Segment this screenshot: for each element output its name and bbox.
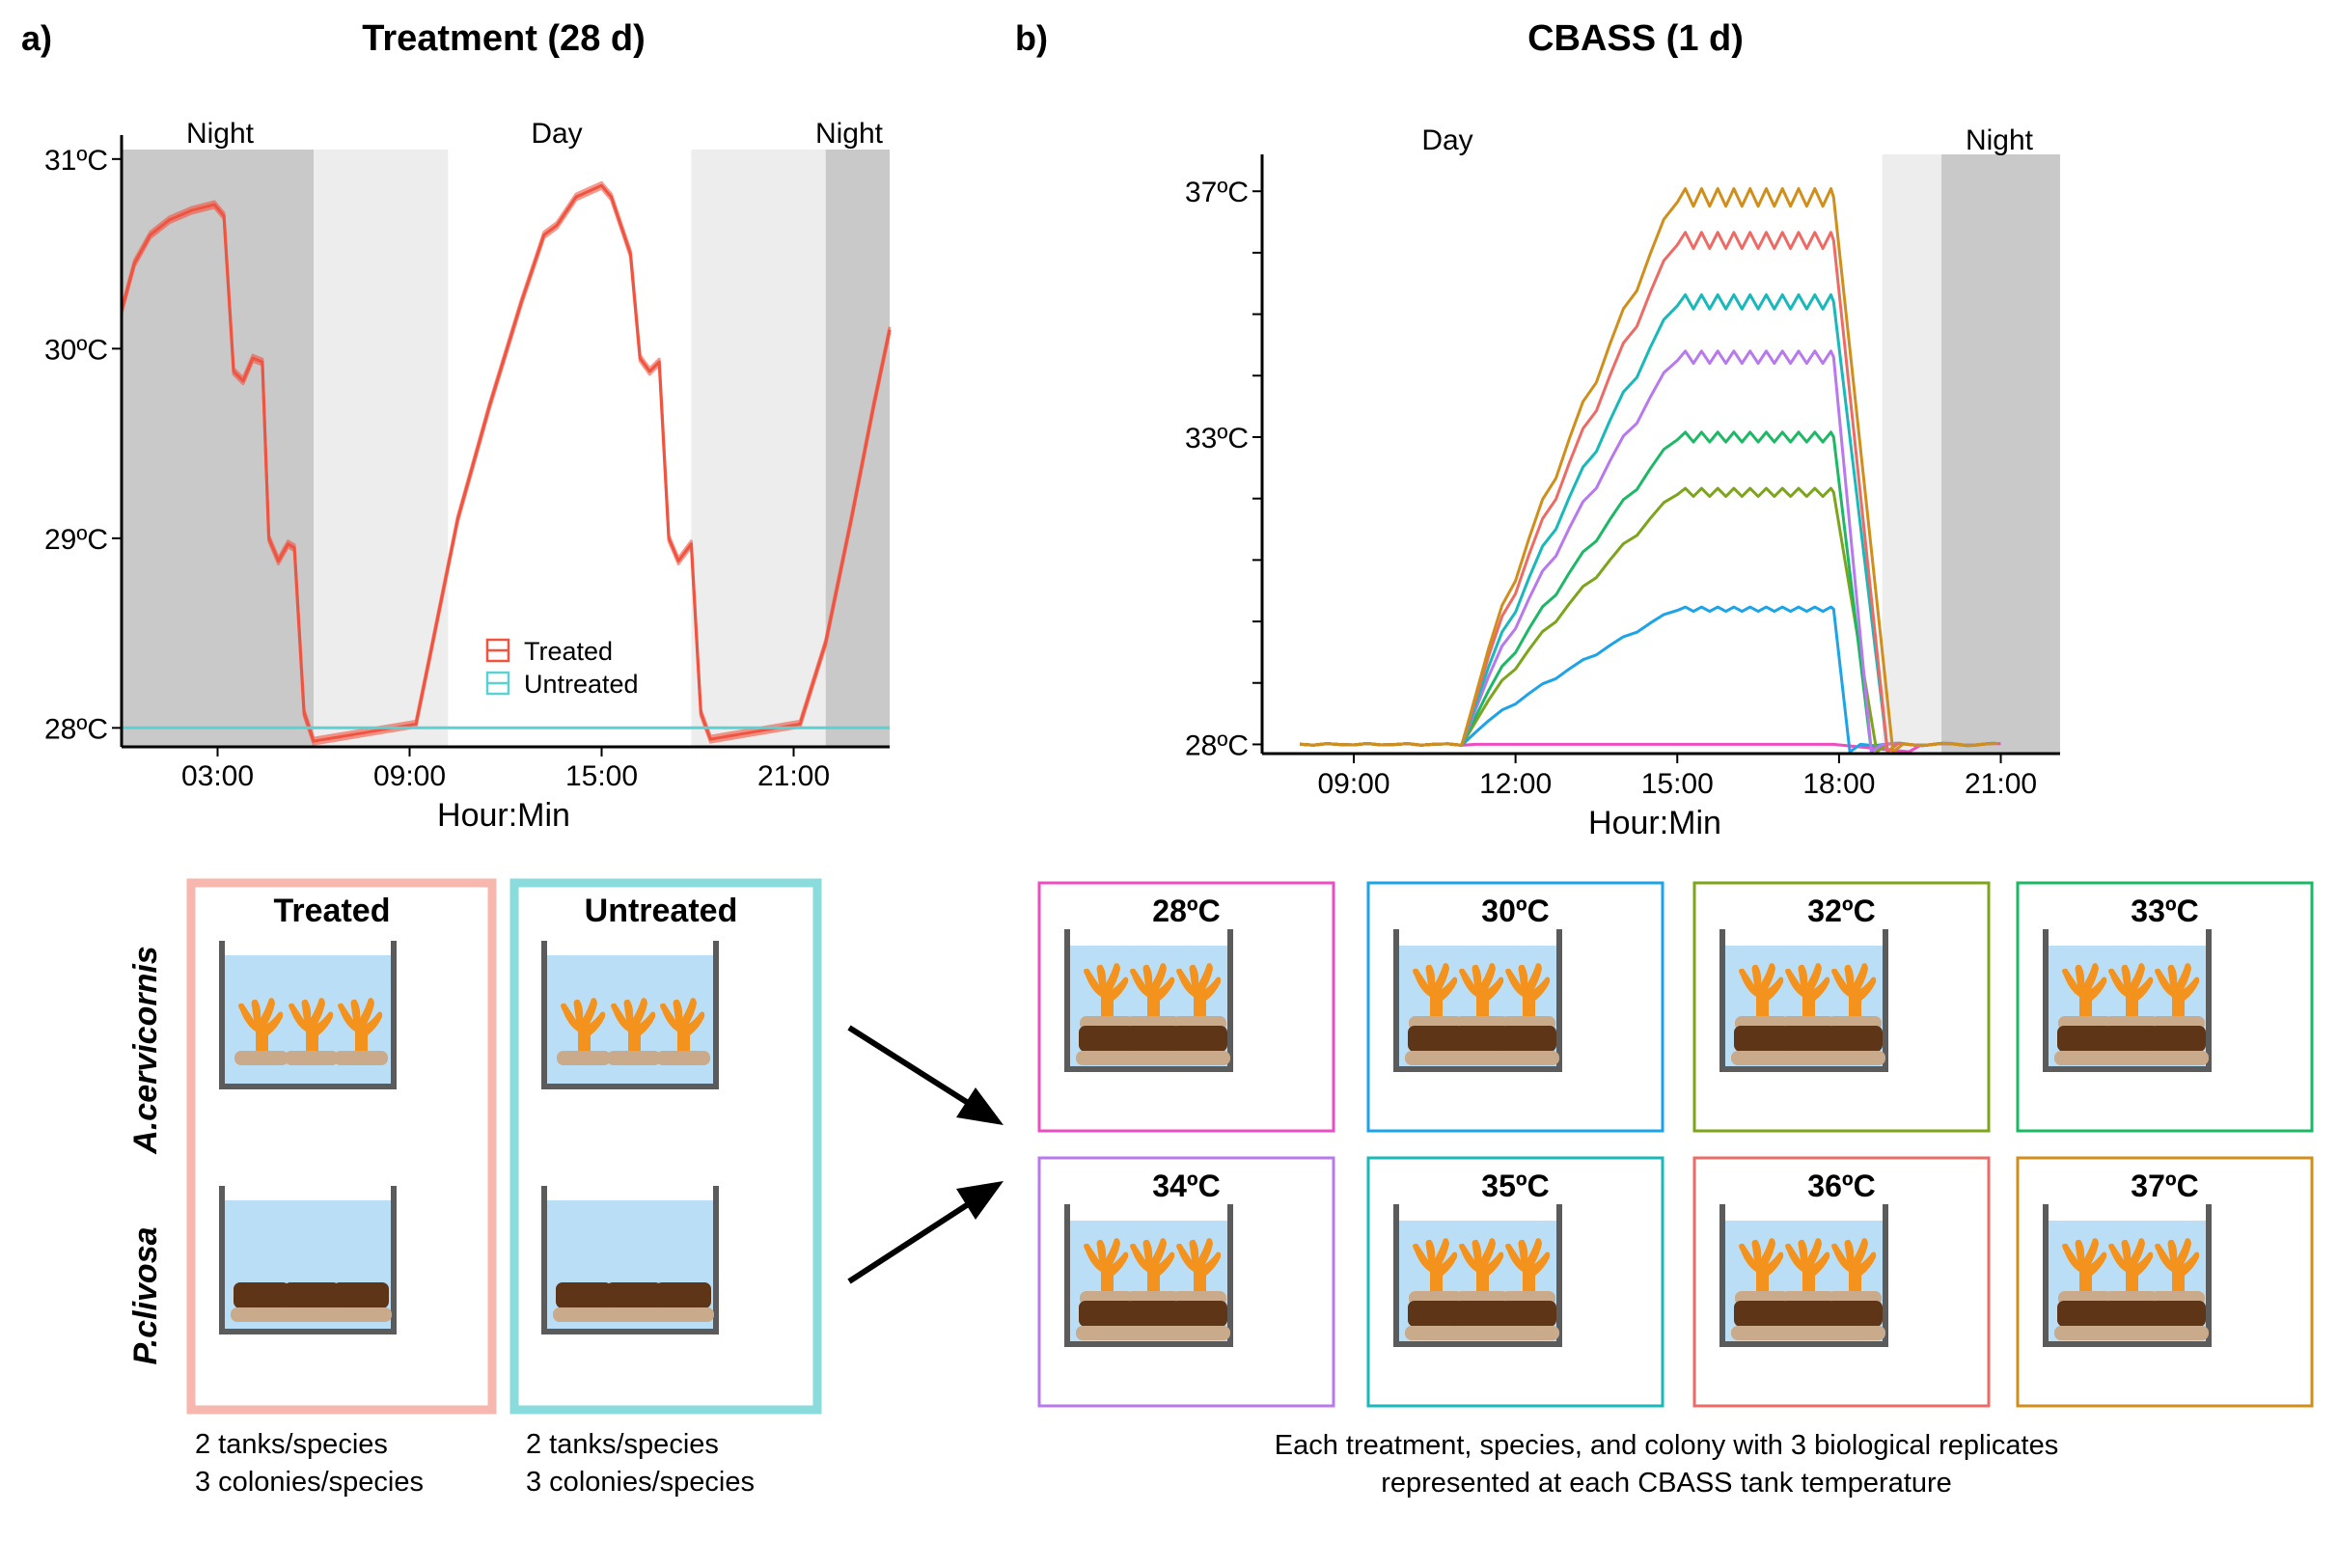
day-night-shading xyxy=(1882,154,2060,754)
y-tick-label: 30ºC xyxy=(44,334,108,366)
cbass-tank-label: 36ºC xyxy=(1807,1169,1875,1203)
x-ticks: 03:00 09:00 15:00 21:00 xyxy=(181,747,830,792)
y-ticks: 28ºC 29ºC 30ºC 31ºC xyxy=(44,145,122,745)
cbass-note-line-2: represented at each CBASS tank temperatu… xyxy=(1381,1468,1952,1499)
cbass-tank-36ºC: 36ºC xyxy=(1692,1156,1991,1408)
cbass-tank-frame xyxy=(1366,881,1664,1133)
species-label-acervicornis: A.cervicornis xyxy=(127,946,164,1154)
tank-untreated-pclivosa xyxy=(544,1186,716,1332)
cbass-tank-28ºC: 28ºC xyxy=(1037,881,1335,1133)
cbass-tank-37ºC: 37ºC xyxy=(2016,1156,2314,1408)
day-night-shading xyxy=(122,150,890,747)
treated-note-tanks: 2 tanks/species xyxy=(195,1429,388,1460)
species-label-pclivosa: P.clivosa xyxy=(127,1226,164,1364)
x-tick-label: 03:00 xyxy=(181,760,254,792)
period-label-day: Day xyxy=(531,118,582,150)
x-tick-label: 09:00 xyxy=(1317,768,1389,800)
shade-band-light xyxy=(1882,154,1942,754)
series-line-37ºC xyxy=(1299,187,1998,754)
x-tick-label: 18:00 xyxy=(1802,768,1875,800)
untreated-group-box xyxy=(509,878,822,1415)
legend-label-treated: Treated xyxy=(524,637,613,666)
x-tick-label: 15:00 xyxy=(1641,768,1714,800)
cbass-tank-label: 33ºC xyxy=(2131,894,2198,928)
x-tick-label: 21:00 xyxy=(757,760,830,792)
cbass-tank-frame xyxy=(1037,1156,1335,1408)
treated-note-colonies: 3 colonies/species xyxy=(195,1467,424,1498)
x-tick-label: 15:00 xyxy=(565,760,638,792)
cbass-tank-label: 30ºC xyxy=(1481,894,1549,928)
shade-band-dark xyxy=(825,150,890,747)
tank-treated-acervicornis xyxy=(222,941,394,1087)
chart-legend: Treated Untreated xyxy=(485,637,639,699)
untreated-box-title: Untreated xyxy=(585,893,738,929)
tank-untreated-acervicornis xyxy=(544,941,716,1087)
cbass-tank-frame xyxy=(1692,1156,1991,1408)
shade-band-light xyxy=(691,150,826,747)
y-ticks: 28ºC 33ºC 37ºC xyxy=(1185,177,1262,761)
treated-box-title: Treated xyxy=(274,893,391,929)
series-line-treated xyxy=(120,183,892,743)
treatment-chart: 28ºC 29ºC 30ºC 31ºC 03:00 09:00 15:00 21:00 Ni… xyxy=(44,118,892,834)
period-label-night-2: Night xyxy=(815,118,884,150)
y-tick-label: 28ºC xyxy=(1185,729,1249,761)
panel-a-label: a) xyxy=(21,18,52,58)
temperature-lines xyxy=(120,180,892,746)
period-label-night: Night xyxy=(186,118,255,150)
period-label-night: Night xyxy=(1966,124,2034,156)
cbass-tank-34ºC: 34ºC xyxy=(1037,1156,1335,1408)
cbass-tank-30ºC: 30ºC xyxy=(1366,881,1664,1133)
cbass-tank-label: 34ºC xyxy=(1152,1169,1220,1203)
y-tick-label: 37ºC xyxy=(1185,177,1249,208)
untreated-note-colonies: 3 colonies/species xyxy=(526,1467,755,1498)
cbass-tank-frame xyxy=(1037,881,1335,1133)
cbass-tank-frame xyxy=(2016,1156,2314,1408)
cbass-tank-32ºC: 32ºC xyxy=(1692,881,1991,1133)
cbass-tank-frame xyxy=(1366,1156,1664,1408)
legend-label-untreated: Untreated xyxy=(524,670,639,699)
x-ticks: 09:00 12:00 15:00 18:00 21:00 xyxy=(1317,754,2037,800)
cbass-tank-label: 32ºC xyxy=(1807,894,1875,928)
cbass-tank-label: 37ºC xyxy=(2131,1169,2198,1203)
untreated-note-tanks: 2 tanks/species xyxy=(526,1429,719,1460)
transfer-arrows xyxy=(847,1025,1004,1284)
x-tick-label: 21:00 xyxy=(1965,768,2037,800)
cbass-tank-label: 35ºC xyxy=(1481,1169,1549,1203)
x-axis-title: Hour:Min xyxy=(1588,805,1721,841)
shade-band-light xyxy=(314,150,449,747)
cbass-chart: 28ºC 33ºC 37ºC 09:00 12:00 15:00 18:00 21:00 D… xyxy=(1185,124,2060,841)
cbass-note-line-1: Each treatment, species, and colony with… xyxy=(1275,1430,2058,1461)
treatment-diagram: A.cervicornis P.clivosa Treated Untreate… xyxy=(127,878,822,1498)
shade-band-dark xyxy=(1941,154,2060,754)
arrow-pclivosa xyxy=(847,1198,975,1284)
arrow-acervicornis xyxy=(847,1025,975,1109)
x-axis-title: Hour:Min xyxy=(437,797,570,834)
x-tick-label: 09:00 xyxy=(373,760,446,792)
cbass-tank-35ºC: 35ºC xyxy=(1366,1156,1664,1408)
y-tick-label: 33ºC xyxy=(1185,423,1249,454)
cbass-tank-frame xyxy=(2016,881,2314,1133)
panel-b-label: b) xyxy=(1015,18,1048,58)
y-tick-label: 28ºC xyxy=(44,713,108,745)
cbass-tank-label: 28ºC xyxy=(1152,894,1220,928)
y-tick-label: 31ºC xyxy=(44,145,108,177)
panel-a-title: Treatment (28 d) xyxy=(362,18,646,59)
cbass-tank-frame xyxy=(1692,881,1991,1133)
panel-b-title: CBASS (1 d) xyxy=(1527,18,1744,59)
cbass-tank-grid: 28ºC 30ºC 32ºC 33ºC 34ºC 35ºC 36ºC 37ºC xyxy=(1037,881,2314,1408)
shade-band-dark xyxy=(122,150,314,747)
treated-group-box xyxy=(186,878,497,1415)
period-label-day: Day xyxy=(1421,124,1472,156)
tank-treated-pclivosa xyxy=(222,1186,394,1332)
x-tick-label: 12:00 xyxy=(1479,768,1552,800)
temperature-lines xyxy=(1299,187,2001,754)
y-tick-label: 29ºC xyxy=(44,524,108,556)
cbass-tank-33ºC: 33ºC xyxy=(2016,881,2314,1133)
